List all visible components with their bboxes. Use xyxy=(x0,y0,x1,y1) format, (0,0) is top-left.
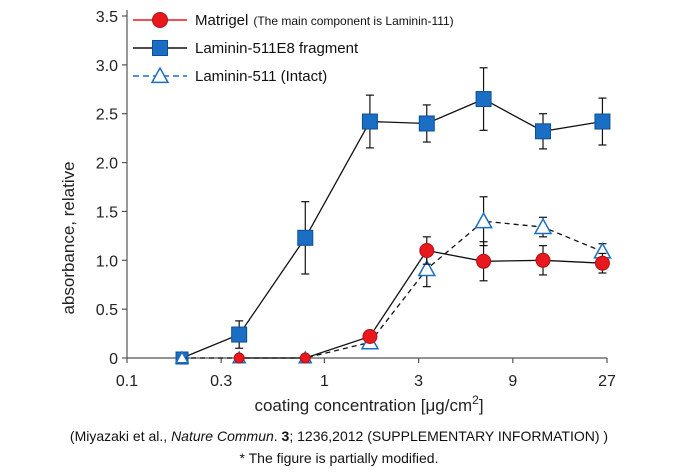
y-tick-label: 3.5 xyxy=(96,9,118,26)
modification-note: * The figure is partially modified. xyxy=(239,450,439,466)
data-point-circle xyxy=(362,329,378,345)
y-tick-label: 2.0 xyxy=(96,156,118,173)
data-point-square xyxy=(594,113,611,130)
x-tick-label: 27 xyxy=(598,373,616,390)
series-0 xyxy=(233,236,610,364)
data-point-square xyxy=(361,113,378,130)
data-point-square xyxy=(418,115,435,132)
data-point-circle xyxy=(535,252,551,268)
data-point-triangle xyxy=(474,211,493,229)
y-tick-label: 2.5 xyxy=(96,107,118,124)
legend-series-name: Matrigel xyxy=(195,12,248,29)
series-line xyxy=(181,98,603,359)
y-tick-label: 1.5 xyxy=(96,204,118,221)
data-point-circle xyxy=(299,352,311,364)
data-point-triangle xyxy=(417,259,437,277)
series-line xyxy=(239,249,603,359)
y-tick-label: 0.5 xyxy=(96,302,118,319)
data-point-circle xyxy=(594,255,610,271)
y-tick-label: 1.0 xyxy=(96,253,118,270)
legend-label: Laminin-511 (Intact) xyxy=(195,68,327,85)
chart-axes: 0 0.5 1.0 1.5 2.0 2.5 3.0 3.5 0.1 0.3 1 3 9 27 xyxy=(96,9,616,390)
citation-caption: (Miyazaki et al., Nature Commun. 3; 1236… xyxy=(69,428,609,444)
data-point-square xyxy=(152,40,168,56)
data-point-circle xyxy=(419,243,435,259)
series-1 xyxy=(175,67,611,365)
x-tick-label: 0.3 xyxy=(210,373,232,390)
y-axis-title: absorbance, relative xyxy=(59,161,78,314)
x-tick-label: 9 xyxy=(508,373,517,390)
y-tick-label: 0 xyxy=(109,351,118,368)
series-line xyxy=(182,220,603,359)
data-point-circle xyxy=(233,352,245,364)
absorbance-chart: 0 0.5 1.0 1.5 2.0 2.5 3.0 3.5 0.1 0.3 1 3 9 27 Matrig… xyxy=(59,9,616,415)
data-point-square xyxy=(231,326,248,343)
legend-label: Matrigel (The main component is Laminin-1… xyxy=(195,12,454,29)
chart-plot-area xyxy=(174,67,612,365)
legend-label: Laminin-511E8 fragment xyxy=(195,40,359,57)
y-tick-label: 3.0 xyxy=(96,58,118,75)
data-point-circle xyxy=(152,12,168,28)
data-point-circle xyxy=(476,253,492,269)
chart-legend: Matrigel (The main component is Laminin-1… xyxy=(133,12,454,85)
legend-series-note: (The main component is Laminin-111) xyxy=(253,14,453,28)
x-tick-label: 1 xyxy=(320,373,329,390)
x-tick-label: 0.1 xyxy=(116,373,138,390)
x-tick-label: 3 xyxy=(414,373,423,390)
data-point-square xyxy=(535,123,552,140)
data-point-square xyxy=(297,229,314,246)
legend-series-name: Laminin-511E8 fragment xyxy=(195,40,359,57)
data-point-triangle xyxy=(150,66,170,84)
data-point-square xyxy=(475,91,492,108)
x-axis-title: coating concentration [μg/cm2] xyxy=(254,393,483,415)
data-point-triangle xyxy=(174,350,190,364)
data-point-triangle xyxy=(533,217,553,235)
legend-series-name: Laminin-511 (Intact) xyxy=(195,68,327,85)
